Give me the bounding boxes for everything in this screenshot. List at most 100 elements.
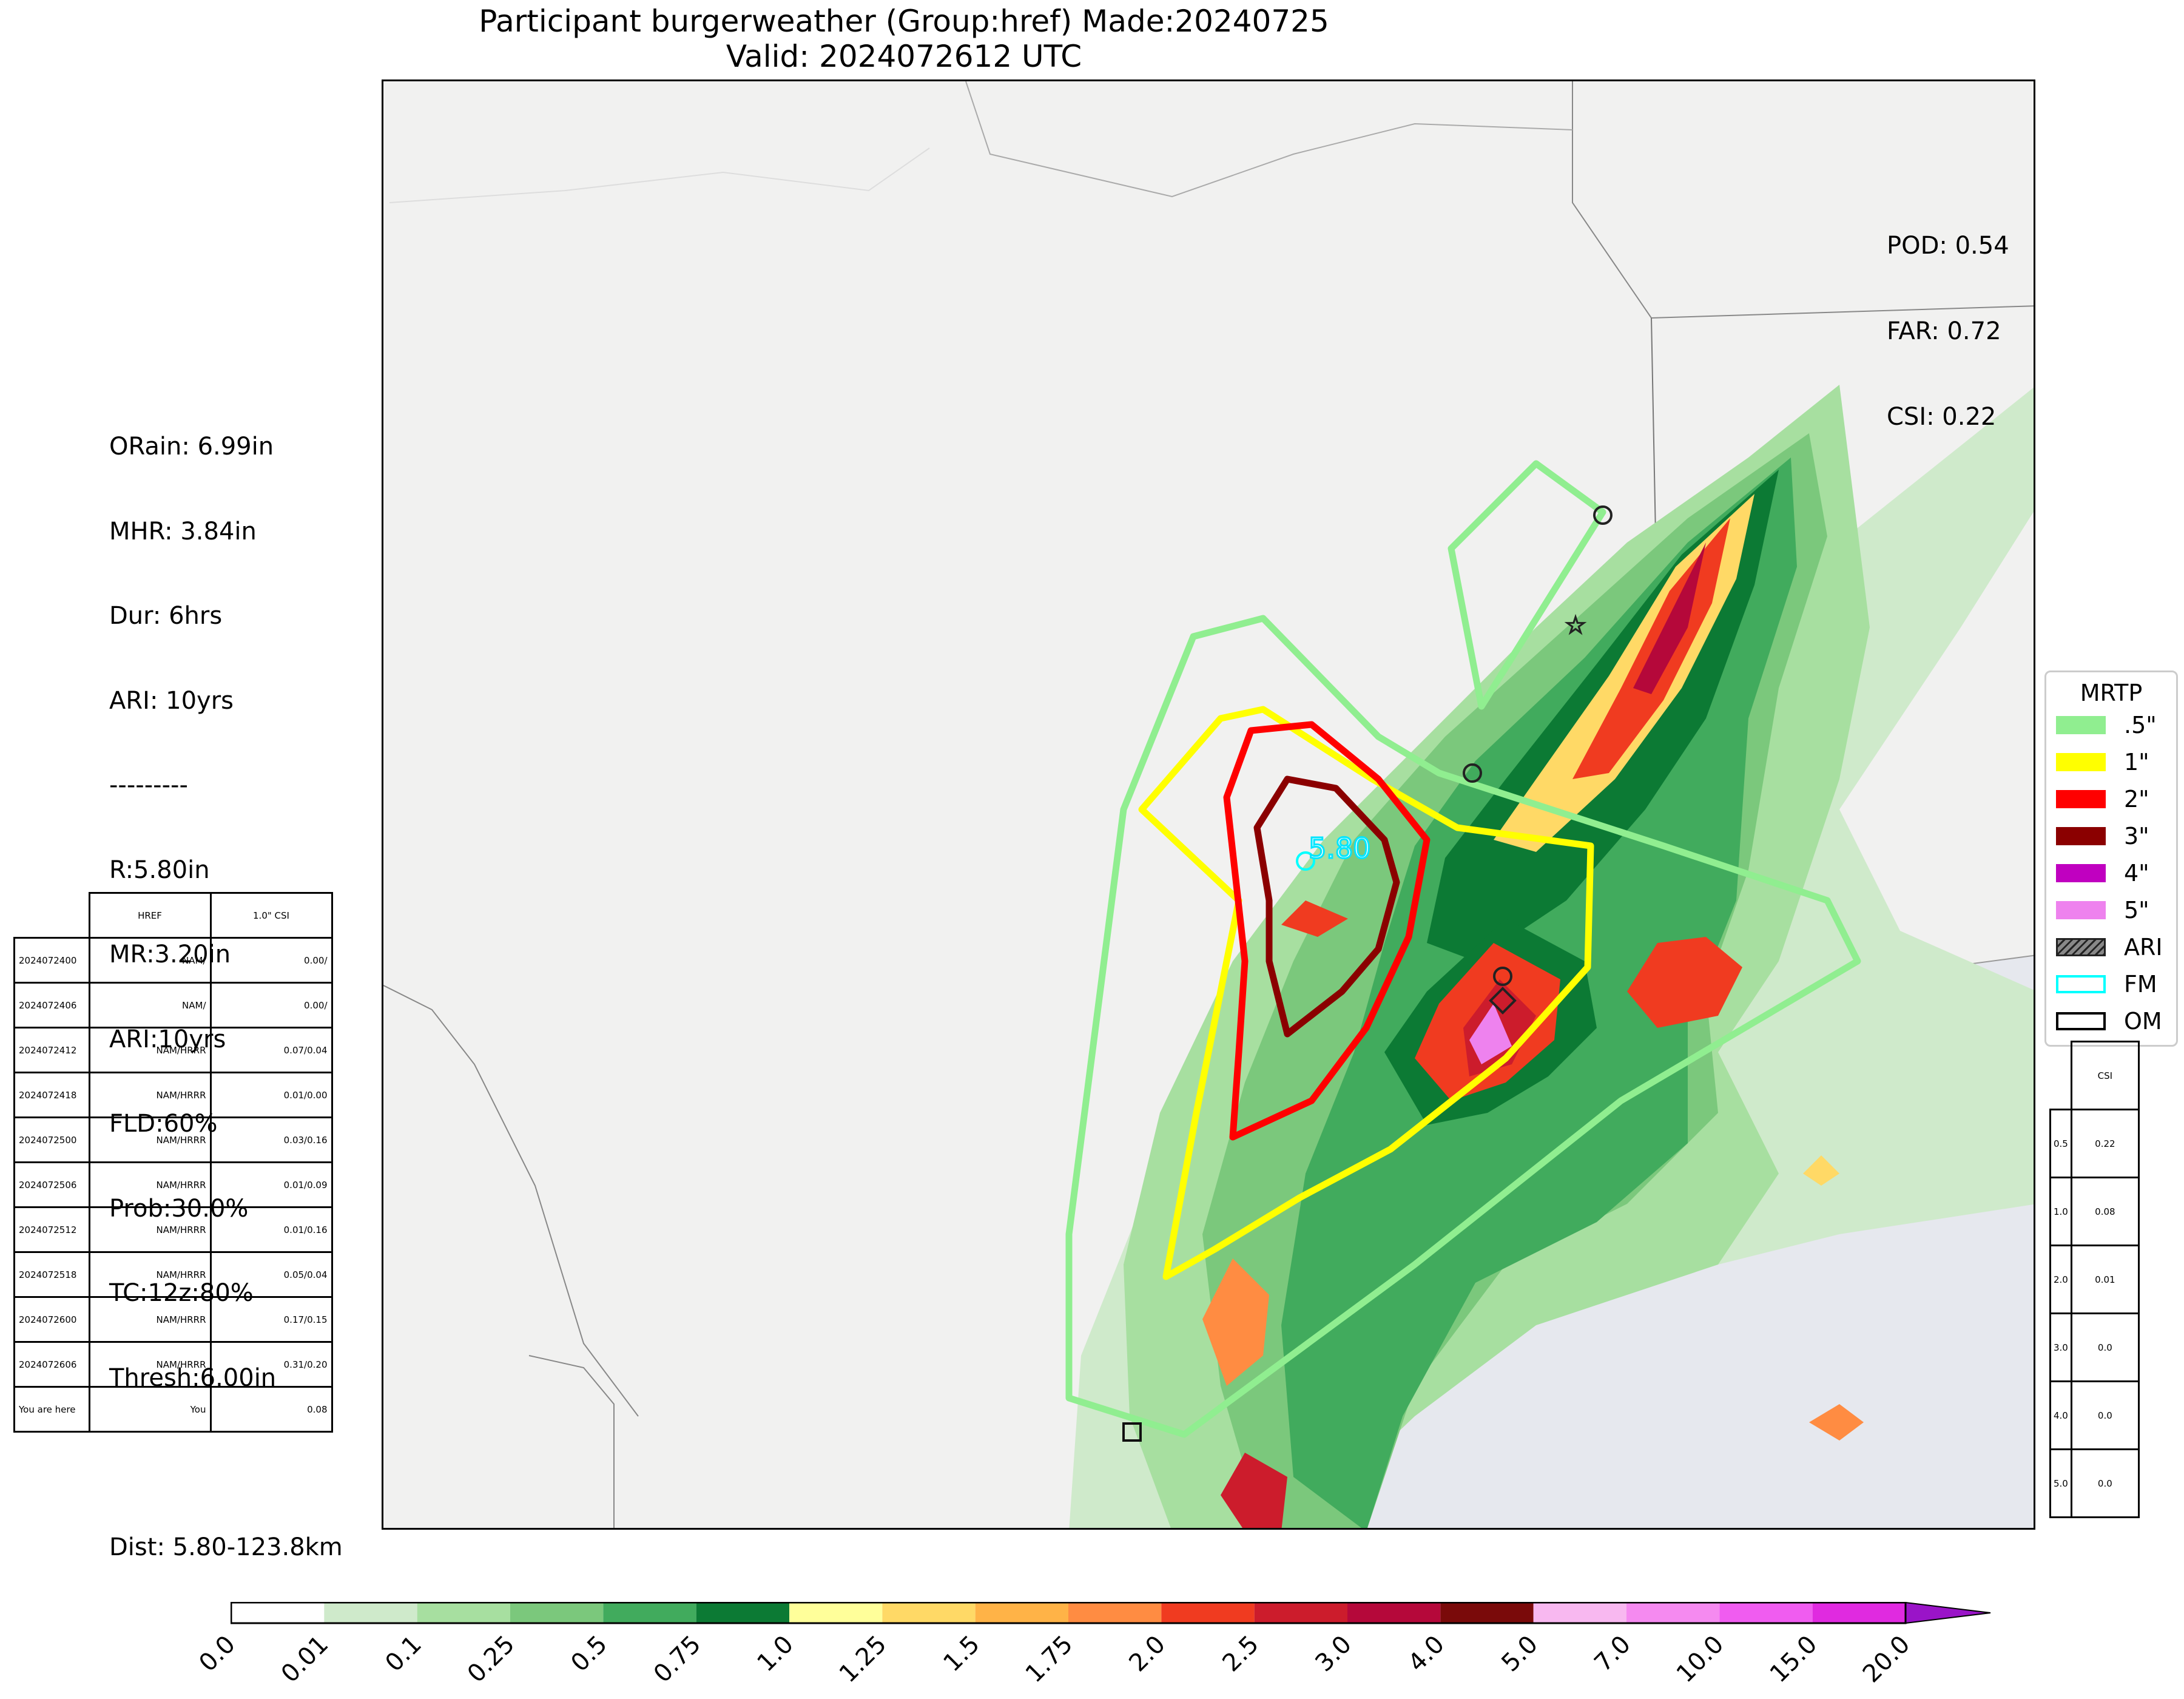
model-cell: You — [88, 1386, 212, 1433]
table-row: 2024072512 NAM/HRRR 0.01/0.16 — [13, 1206, 333, 1253]
colorbar-tick-label: 10.0 — [1671, 1630, 1730, 1689]
map-title: Participant burgerweather (Group:href) M… — [382, 4, 1426, 74]
om-marker — [1593, 505, 1613, 525]
table-row: 2024072418 NAM/HRRR 0.01/0.00 — [13, 1072, 333, 1118]
colorbar-tick-label: 1.0 — [752, 1630, 799, 1678]
river — [965, 81, 1573, 198]
table-header-cell: 1.0" CSI — [209, 892, 333, 939]
colorbar-tick-label: 1.75 — [1020, 1630, 1079, 1689]
table-header-row: HREF 1.0" CSI — [14, 892, 333, 939]
legend-item: .5" — [2046, 706, 2176, 743]
colorbar-bin — [1626, 1603, 1720, 1623]
colorbar-tick-label: 1.5 — [938, 1630, 985, 1678]
model-cell: NAM/HRRR — [88, 1296, 212, 1343]
stat-line — [109, 1448, 343, 1477]
colorbar-tick-label: 0.75 — [648, 1630, 706, 1689]
colorbar-bin — [1533, 1603, 1626, 1623]
run-time-cell: 2024072600 — [13, 1296, 90, 1343]
precip-map[interactable]: 5.80 ☆ — [382, 79, 2035, 1530]
stat-line: ORain: 6.99in — [109, 433, 274, 461]
legend-swatch — [2056, 900, 2106, 919]
model-cell: NAM/HRRR — [88, 1116, 212, 1163]
colorbar-tick-label: 1.25 — [834, 1630, 892, 1689]
colorbar-bin — [1719, 1603, 1813, 1623]
threshold-cell: 5.0 — [2049, 1448, 2072, 1518]
model-cell: NAM/ — [88, 982, 212, 1029]
verification-metrics: POD: 0.54 FAR: 0.72 CSI: 0.22 — [1887, 175, 2009, 460]
csi-cell: 0.07/0.04 — [209, 1027, 333, 1073]
run-time-cell: 2024072512 — [13, 1206, 90, 1253]
ari-marker — [1489, 987, 1517, 1015]
legend-swatch-outline — [2056, 974, 2106, 993]
run-history-table: HREF 1.0" CSI 2024072400 NAM/ 0.00/ 2024… — [13, 892, 333, 1433]
colorbar-tick-label: 0.25 — [462, 1630, 521, 1689]
threshold-cell: 3.0 — [2049, 1312, 2072, 1382]
colorbar-bin — [789, 1603, 883, 1623]
table-row: 2024072600 NAM/HRRR 0.17/0.15 — [13, 1296, 333, 1343]
legend-label: 3" — [2124, 822, 2149, 850]
markers: 5.80 ☆ — [1122, 505, 1613, 1442]
table-row: 3.0 0.0 — [2049, 1312, 2140, 1382]
legend-item: 1" — [2046, 743, 2176, 780]
legend-label: FM — [2124, 970, 2157, 998]
contour-lines — [1065, 460, 1861, 1438]
colorbar-tick-label: 2.5 — [1217, 1630, 1264, 1678]
contour-3 — [1253, 775, 1400, 1038]
run-time-cell: 2024072412 — [13, 1027, 90, 1073]
legend-item: 5" — [2046, 891, 2176, 928]
csi-cell: 0.31/0.20 — [209, 1341, 333, 1388]
colorbar-bin — [1440, 1603, 1534, 1623]
colorbar-scale — [230, 1601, 1991, 1624]
legend-label: 4" — [2124, 859, 2149, 887]
colorbar-bin — [231, 1603, 325, 1623]
csi-cell: 0.0 — [2070, 1312, 2140, 1382]
colorbar-bin — [1068, 1603, 1162, 1623]
contour-0p5-north — [1448, 460, 1606, 710]
csi-cell: 0.08 — [209, 1386, 333, 1433]
title-line-1: Participant burgerweather (Group:href) M… — [479, 4, 1329, 39]
model-cell: NAM/ — [88, 937, 212, 984]
river — [528, 1355, 615, 1528]
colorbar-bin — [882, 1603, 976, 1623]
colorbar-border — [230, 1601, 1907, 1624]
csi-cell: 0.0 — [2070, 1448, 2140, 1518]
stat-line: Dist: 5.80-123.8km — [109, 1533, 343, 1561]
legend-title: MRTP — [2080, 680, 2143, 706]
table-row: 0.5 0.22 — [2049, 1109, 2140, 1178]
legend-item: ARI — [2046, 928, 2176, 965]
legend-item: 4" — [2046, 854, 2176, 891]
csi-cell: 0.17/0.15 — [209, 1296, 333, 1343]
table-row: You are here You 0.08 — [13, 1386, 333, 1433]
colorbar-tick-label: 0.1 — [380, 1630, 427, 1678]
colorbar-bin — [1254, 1603, 1347, 1623]
stat-line: R:5.80in — [109, 856, 210, 884]
far-score: FAR: 0.72 — [1887, 317, 2001, 345]
stat-line: --------- — [109, 771, 188, 799]
contour-2 — [1223, 721, 1431, 1141]
legend-item: FM — [2046, 965, 2176, 1002]
model-cell: NAM/HRRR — [88, 1341, 212, 1388]
table-row: 2024072412 NAM/HRRR 0.07/0.04 — [13, 1027, 333, 1073]
legend-swatch — [2056, 715, 2106, 734]
river — [383, 985, 639, 1417]
legend-item: 3" — [2046, 817, 2176, 854]
colorbar-bin — [324, 1603, 417, 1623]
legend-label: 2" — [2124, 785, 2149, 812]
colorbar-bin — [417, 1603, 510, 1623]
fm-marker — [1296, 851, 1315, 871]
csi-cell: 0.00/ — [209, 937, 333, 984]
threshold-cell: 0.5 — [2049, 1109, 2072, 1178]
csi-cell: 0.01 — [2070, 1245, 2140, 1314]
csi-cell: 0.22 — [2070, 1109, 2140, 1178]
legend-label: OM — [2124, 1007, 2162, 1035]
csi-cell: 0.01/0.00 — [209, 1072, 333, 1118]
run-time-cell: 2024072606 — [13, 1341, 90, 1388]
run-time-cell: You are here — [13, 1386, 90, 1433]
threshold-cell: 4.0 — [2049, 1380, 2072, 1450]
threshold-cell: 1.0 — [2049, 1177, 2072, 1246]
model-cell: NAM/HRRR — [88, 1206, 212, 1253]
csi-threshold-table: CSI 0.5 0.22 1.0 0.08 2.0 0.01 3.0 0.0 4… — [2049, 1041, 2140, 1518]
run-time-cell: 2024072500 — [13, 1116, 90, 1163]
legend-swatch-outline — [2056, 1012, 2106, 1030]
colorbar-tick-label: 2.0 — [1124, 1630, 1171, 1678]
